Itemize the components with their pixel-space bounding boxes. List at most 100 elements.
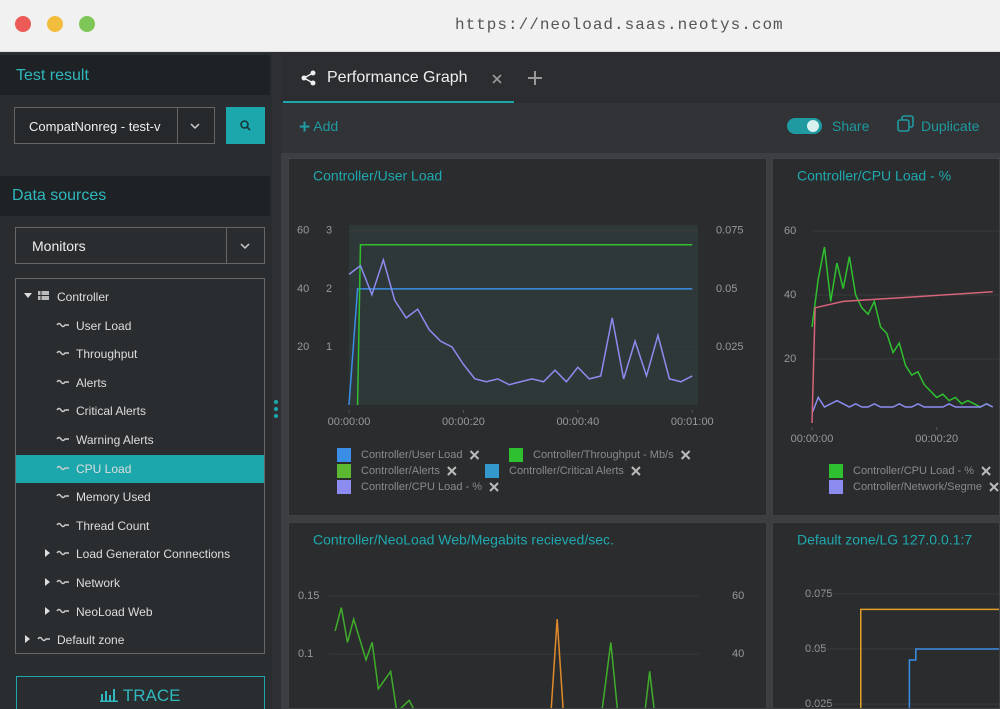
icon-shape xyxy=(56,493,69,499)
monitor-icon xyxy=(56,379,69,384)
arrow-shape xyxy=(45,549,50,558)
icon-shape xyxy=(56,350,69,356)
arrow-shape xyxy=(25,635,30,644)
legend-remove[interactable] xyxy=(631,466,641,476)
duplicate-button[interactable]: Duplicate xyxy=(921,118,980,134)
tree-item[interactable]: Controller xyxy=(16,283,264,311)
plot-area xyxy=(349,225,698,405)
maximize-dot[interactable] xyxy=(79,16,95,32)
y-tick-label: 2 xyxy=(326,283,332,295)
divider xyxy=(226,228,227,263)
tree-item[interactable]: Thread Count xyxy=(16,512,264,540)
legend-remove[interactable] xyxy=(469,450,480,460)
graph-panel: Controller/CPU Load - % 20 40 60 00:00:00 00:… xyxy=(772,158,1000,516)
series-line xyxy=(550,619,564,708)
monitor-select[interactable]: Monitors xyxy=(15,227,265,264)
splitter-handle[interactable] xyxy=(272,398,280,420)
monitor-icon xyxy=(56,408,69,413)
tree-item[interactable]: Throughput xyxy=(16,340,264,368)
y-tick-label: 0.075 xyxy=(716,225,744,237)
share-label[interactable]: Share xyxy=(832,118,870,134)
legend-label: Controller/Throughput - Mb/s xyxy=(533,449,674,461)
trace-button[interactable]: TRACE xyxy=(16,676,265,709)
group-icon xyxy=(56,551,69,556)
tree-label: Memory Used xyxy=(76,490,151,505)
tree-item[interactable]: Warning Alerts xyxy=(16,426,264,454)
legend-remove[interactable] xyxy=(981,466,991,476)
tab[interactable]: Performance Graph xyxy=(283,53,514,103)
chart: Controller/NeoLoad Web/Megabits recieved… xyxy=(298,532,744,708)
legend-swatch xyxy=(337,448,351,462)
legend-remove[interactable] xyxy=(680,450,691,460)
close-dot[interactable] xyxy=(15,16,31,32)
tree-item[interactable]: CPU Load xyxy=(16,454,264,483)
graph-panel: Default zone/LG 127.0.0.1:7 0.025 0.05 0.07… xyxy=(772,522,1000,709)
duplicate-icon xyxy=(897,115,914,132)
divider xyxy=(177,108,178,143)
graph-panel: Controller/NeoLoad Web/Megabits recieved… xyxy=(288,522,767,709)
tree-label: Warning Alerts xyxy=(76,433,154,447)
y-tick-label: 60 xyxy=(732,590,744,602)
legend-remove[interactable] xyxy=(489,482,499,492)
series-line xyxy=(334,607,655,708)
tree-item[interactable]: Default zone xyxy=(16,626,264,654)
url[interactable]: https://neoload.saas.neotys.com xyxy=(455,16,784,34)
tree-item[interactable]: Network xyxy=(16,569,264,597)
tree-label: Default zone xyxy=(57,633,125,648)
tree-item[interactable]: NeoLoad Web xyxy=(16,598,264,626)
legend-swatch xyxy=(509,448,523,462)
graph-panel: Controller/User Load 20 40 60 1 2 3 0.025 0.05 0.… xyxy=(288,158,767,516)
tree-label: Critical Alerts xyxy=(76,404,147,419)
legend-remove[interactable] xyxy=(989,482,999,492)
series-line xyxy=(348,257,693,386)
tree: Controller User Load Throughput Alerts Criti… xyxy=(15,278,265,654)
expand-arrow xyxy=(45,606,50,615)
icon-shape xyxy=(56,579,69,585)
tree-label: Controller xyxy=(57,290,110,304)
monitor-icon xyxy=(56,465,69,470)
arrow-shape xyxy=(45,578,50,586)
tree-label: CPU Load xyxy=(76,461,132,476)
y-tick-label: 20 xyxy=(784,353,796,365)
monitor-icon xyxy=(56,322,69,327)
test-select[interactable]: CompatNonreg - test-v xyxy=(14,107,215,144)
tree-label: NeoLoad Web xyxy=(76,604,153,619)
series-line xyxy=(348,288,693,406)
search-button[interactable] xyxy=(226,107,265,144)
icon-shape xyxy=(38,291,49,300)
legend-label: Controller/Critical Alerts xyxy=(509,465,624,477)
select-text: Monitors xyxy=(32,238,86,254)
x-tick-label: 00:00:00 xyxy=(791,433,834,445)
tab-bar: Performance Graph xyxy=(281,53,1000,103)
legend-remove[interactable] xyxy=(447,466,457,476)
icon-shape xyxy=(56,379,69,384)
tree-label: Load Generator Connections xyxy=(76,547,231,562)
share-toggle[interactable] xyxy=(787,118,822,134)
tree-label: Thread Count xyxy=(76,518,150,533)
arrow-shape xyxy=(24,293,32,298)
icon-shape xyxy=(56,408,69,413)
tree-label: Network xyxy=(76,576,121,590)
legend-swatch xyxy=(337,480,351,494)
series-line xyxy=(811,246,994,408)
chevron xyxy=(240,243,250,250)
chart: Controller/CPU Load - % 20 40 60 00:00:00 00:… xyxy=(784,168,999,494)
monitor-icon xyxy=(56,350,69,356)
close-icon[interactable] xyxy=(491,73,503,85)
tree-label: Throughput xyxy=(76,347,138,362)
add-button[interactable]: + Add xyxy=(299,117,339,138)
tree-item[interactable]: User Load xyxy=(16,312,264,340)
tree-item[interactable]: Memory Used xyxy=(16,483,264,511)
tree-item[interactable]: Alerts xyxy=(16,369,264,397)
chevron xyxy=(190,123,200,130)
tree-item[interactable]: Critical Alerts xyxy=(16,397,264,425)
minimize-dot[interactable] xyxy=(47,16,63,32)
search-icon xyxy=(240,120,251,131)
group-icon xyxy=(37,636,50,642)
chart: Default zone/LG 127.0.0.1:70.0250.050.07… xyxy=(797,532,999,708)
new-tab-icon[interactable] xyxy=(528,71,542,85)
icon-shape xyxy=(56,436,69,442)
tree-item[interactable]: Load Generator Connections xyxy=(16,540,264,568)
